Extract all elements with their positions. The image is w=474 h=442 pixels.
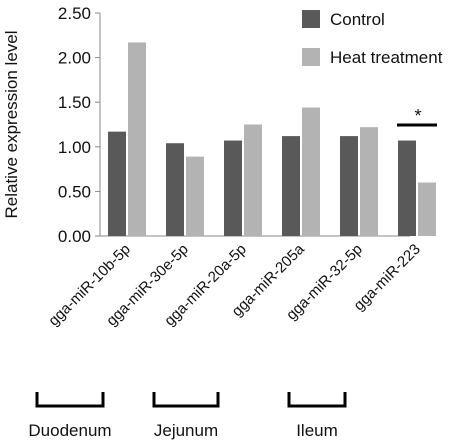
legend-swatch-2 xyxy=(302,48,320,66)
group-label: Ileum xyxy=(296,421,338,440)
bar-control-1 xyxy=(108,131,126,236)
bar-control-4 xyxy=(282,136,300,236)
bar-heat-5 xyxy=(360,127,378,236)
bar-heat-6 xyxy=(418,182,436,236)
y-tick-label: 2.00 xyxy=(58,49,91,68)
bar-heat-3 xyxy=(244,124,262,236)
significance-star: * xyxy=(414,106,421,126)
legend: Control Heat treatment xyxy=(302,10,443,67)
group-bracket xyxy=(35,392,105,408)
bar-heat-1 xyxy=(128,42,146,236)
group-bracket xyxy=(287,392,347,408)
legend-swatch-1 xyxy=(302,10,320,28)
category-labels: gga-miR-10b-5pgga-miR-30e-5pgga-miR-20a-… xyxy=(45,240,424,329)
legend-label: Heat treatment xyxy=(330,48,443,67)
bar-control-6 xyxy=(398,140,416,236)
bar-control-5 xyxy=(340,136,358,236)
legend-label: Control xyxy=(330,10,385,29)
y-tick-label: 2.50 xyxy=(58,4,91,23)
y-tick-label: 0.50 xyxy=(58,182,91,201)
significance-annotations: * xyxy=(397,106,437,127)
y-tick-label: 1.00 xyxy=(58,138,91,157)
y-tick-label: 1.50 xyxy=(58,93,91,112)
bar-heat-2 xyxy=(186,156,204,236)
tissue-groups: Duodenum Jejunum Ileum xyxy=(28,392,347,440)
y-axis-label: Relative expression level xyxy=(2,30,21,218)
group-label: Jejunum xyxy=(154,421,218,440)
y-tick-label: 0.00 xyxy=(58,227,91,246)
bar-heat-4 xyxy=(302,107,320,236)
bar-control-2 xyxy=(166,143,184,236)
bar-control-3 xyxy=(224,140,242,236)
group-label: Duodenum xyxy=(28,421,111,440)
group-bracket xyxy=(152,392,220,408)
bar-series xyxy=(108,42,436,236)
y-axis-ticks: 0.00 0.50 1.00 1.50 2.00 2.50 xyxy=(58,4,100,246)
